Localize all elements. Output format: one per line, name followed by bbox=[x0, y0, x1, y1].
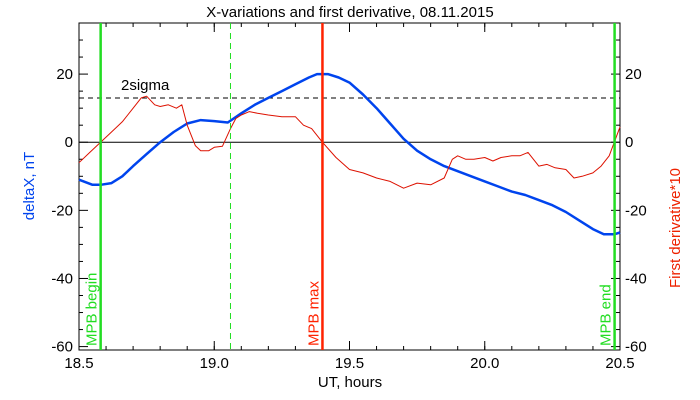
y-tick-label-left: -40 bbox=[51, 270, 73, 287]
y-tick-labels-right: 20 0 -20 -40 -60 bbox=[625, 66, 647, 356]
x-tick-label: 19.0 bbox=[200, 355, 229, 372]
y-tick-label-right: -60 bbox=[625, 339, 647, 356]
x-tick-label: 20.5 bbox=[605, 355, 634, 372]
plot-frame bbox=[78, 22, 621, 351]
deltax-series-line bbox=[78, 72, 621, 236]
marker-label: MPB end bbox=[598, 284, 615, 346]
y-tick-label-right: 0 bbox=[625, 134, 633, 151]
y-tick-label-right: -20 bbox=[625, 202, 647, 219]
y-tick-label-left: -60 bbox=[51, 339, 73, 356]
chart-title: X-variations and first derivative, 08.11… bbox=[206, 4, 493, 21]
chart-markers: MPB begin MPB max MPB end bbox=[84, 23, 616, 350]
chart-lines bbox=[78, 72, 621, 236]
marker-label: MPB begin bbox=[84, 273, 101, 346]
x-tick-label: 19.5 bbox=[335, 355, 364, 372]
x-tick-labels: 18.5 19.0 19.5 20.0 20.5 bbox=[64, 355, 634, 372]
x-axis-label: UT, hours bbox=[318, 374, 382, 391]
y-axis-label-right: First derivative*10 bbox=[667, 168, 684, 288]
y-tick-label-left: 20 bbox=[56, 66, 73, 83]
axis-ticks bbox=[78, 23, 621, 350]
plot-area bbox=[78, 22, 621, 351]
x-tick-label: 18.5 bbox=[64, 355, 93, 372]
y-tick-labels-left: 20 0 -20 -40 -60 bbox=[51, 66, 73, 356]
y-tick-label-right: 20 bbox=[625, 66, 642, 83]
y-tick-label-left: -20 bbox=[51, 202, 73, 219]
y-axis-label-left: deltaX, nT bbox=[21, 152, 38, 220]
x-tick-label: 20.0 bbox=[470, 355, 499, 372]
threshold-label: 2sigma bbox=[121, 77, 170, 94]
y-tick-label-left: 0 bbox=[65, 134, 73, 151]
marker-label: MPB max bbox=[305, 280, 322, 346]
y-tick-label-right: -40 bbox=[625, 270, 647, 287]
